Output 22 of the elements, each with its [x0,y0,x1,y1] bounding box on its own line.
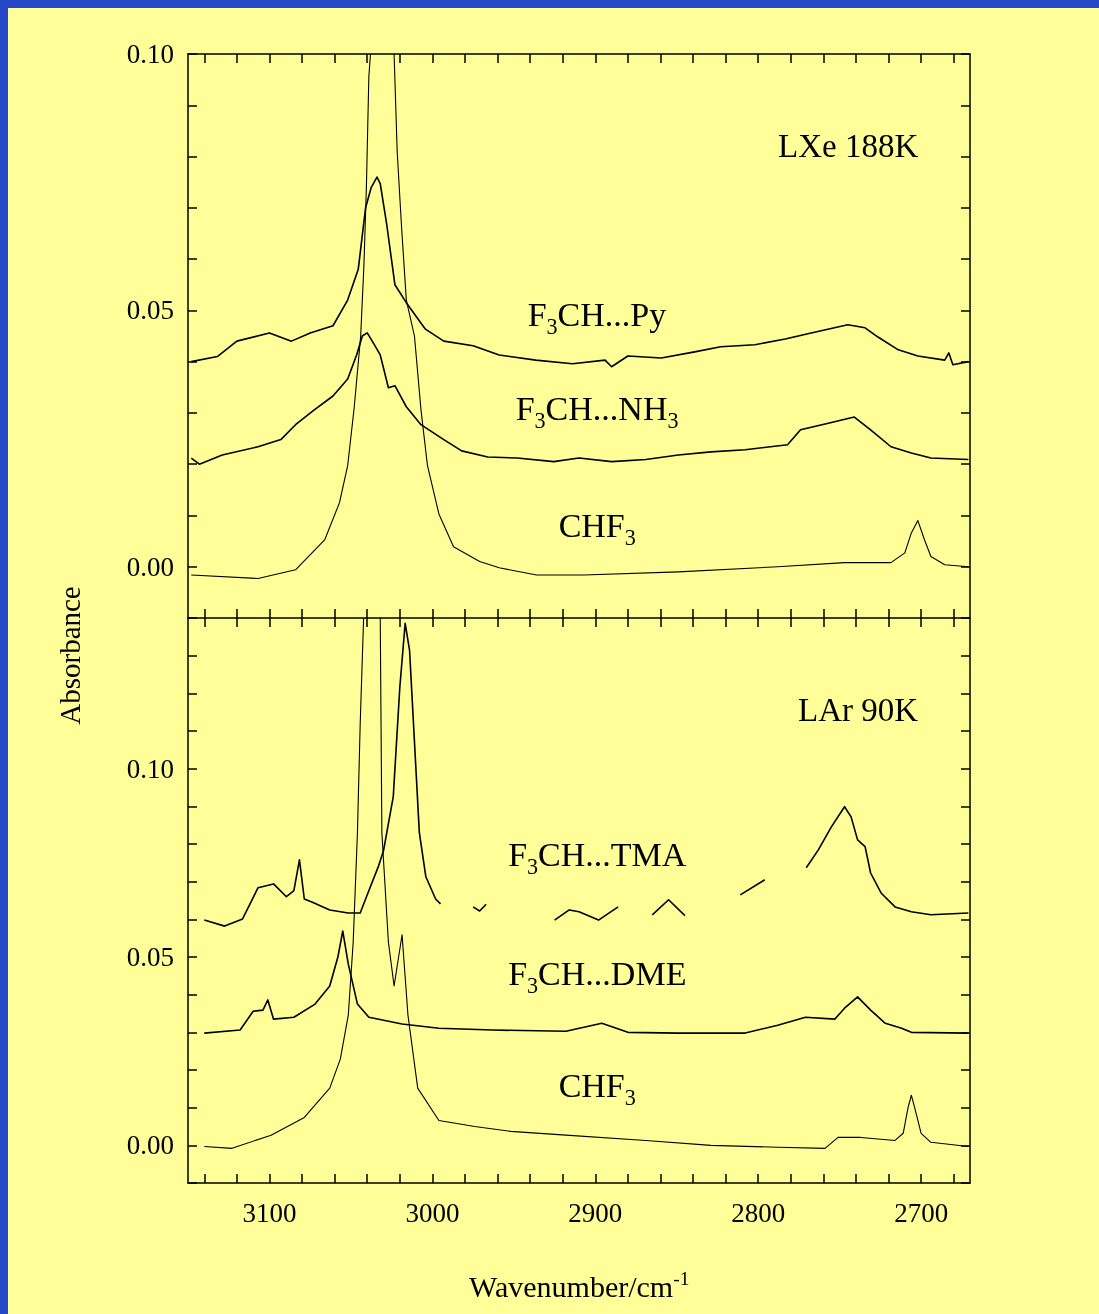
annotation: LXe 188K [778,127,919,164]
y-tick-label: 0.00 [126,551,174,582]
x-axis-title: Wavenumber/cm$^{-1}$ [469,1267,690,1303]
y-tick-label: 0.05 [126,295,174,326]
x-tick-label: 3100 [242,1197,297,1228]
y-tick-label: 0.05 [126,942,174,972]
x-tick-label: 2800 [731,1197,786,1228]
series-label: F$_{3}$CH...DME [508,955,687,999]
annotation: LAr 90K [798,691,919,728]
y-tick-label: 0.10 [126,39,174,69]
series-label: CHF$_{3}$ [558,506,636,550]
y-axis-title: Absorbance [53,585,86,725]
series-label: F$_{3}$CH...NH$_{3}$ [515,390,679,433]
x-tick-label: 3000 [405,1197,460,1228]
text: F$_{3}$CH...TMA [508,835,687,879]
y-tick-label: 0.00 [126,1130,174,1161]
line-series [553,906,619,921]
series-label: F$_{3}$CH...Py [527,295,667,339]
x-tick-label: 2900 [568,1197,623,1228]
y-tick-label: 0.10 [126,753,174,784]
series-label: CHF$_{3}$ [558,1067,636,1110]
x-tick-label: 2700 [894,1197,949,1228]
